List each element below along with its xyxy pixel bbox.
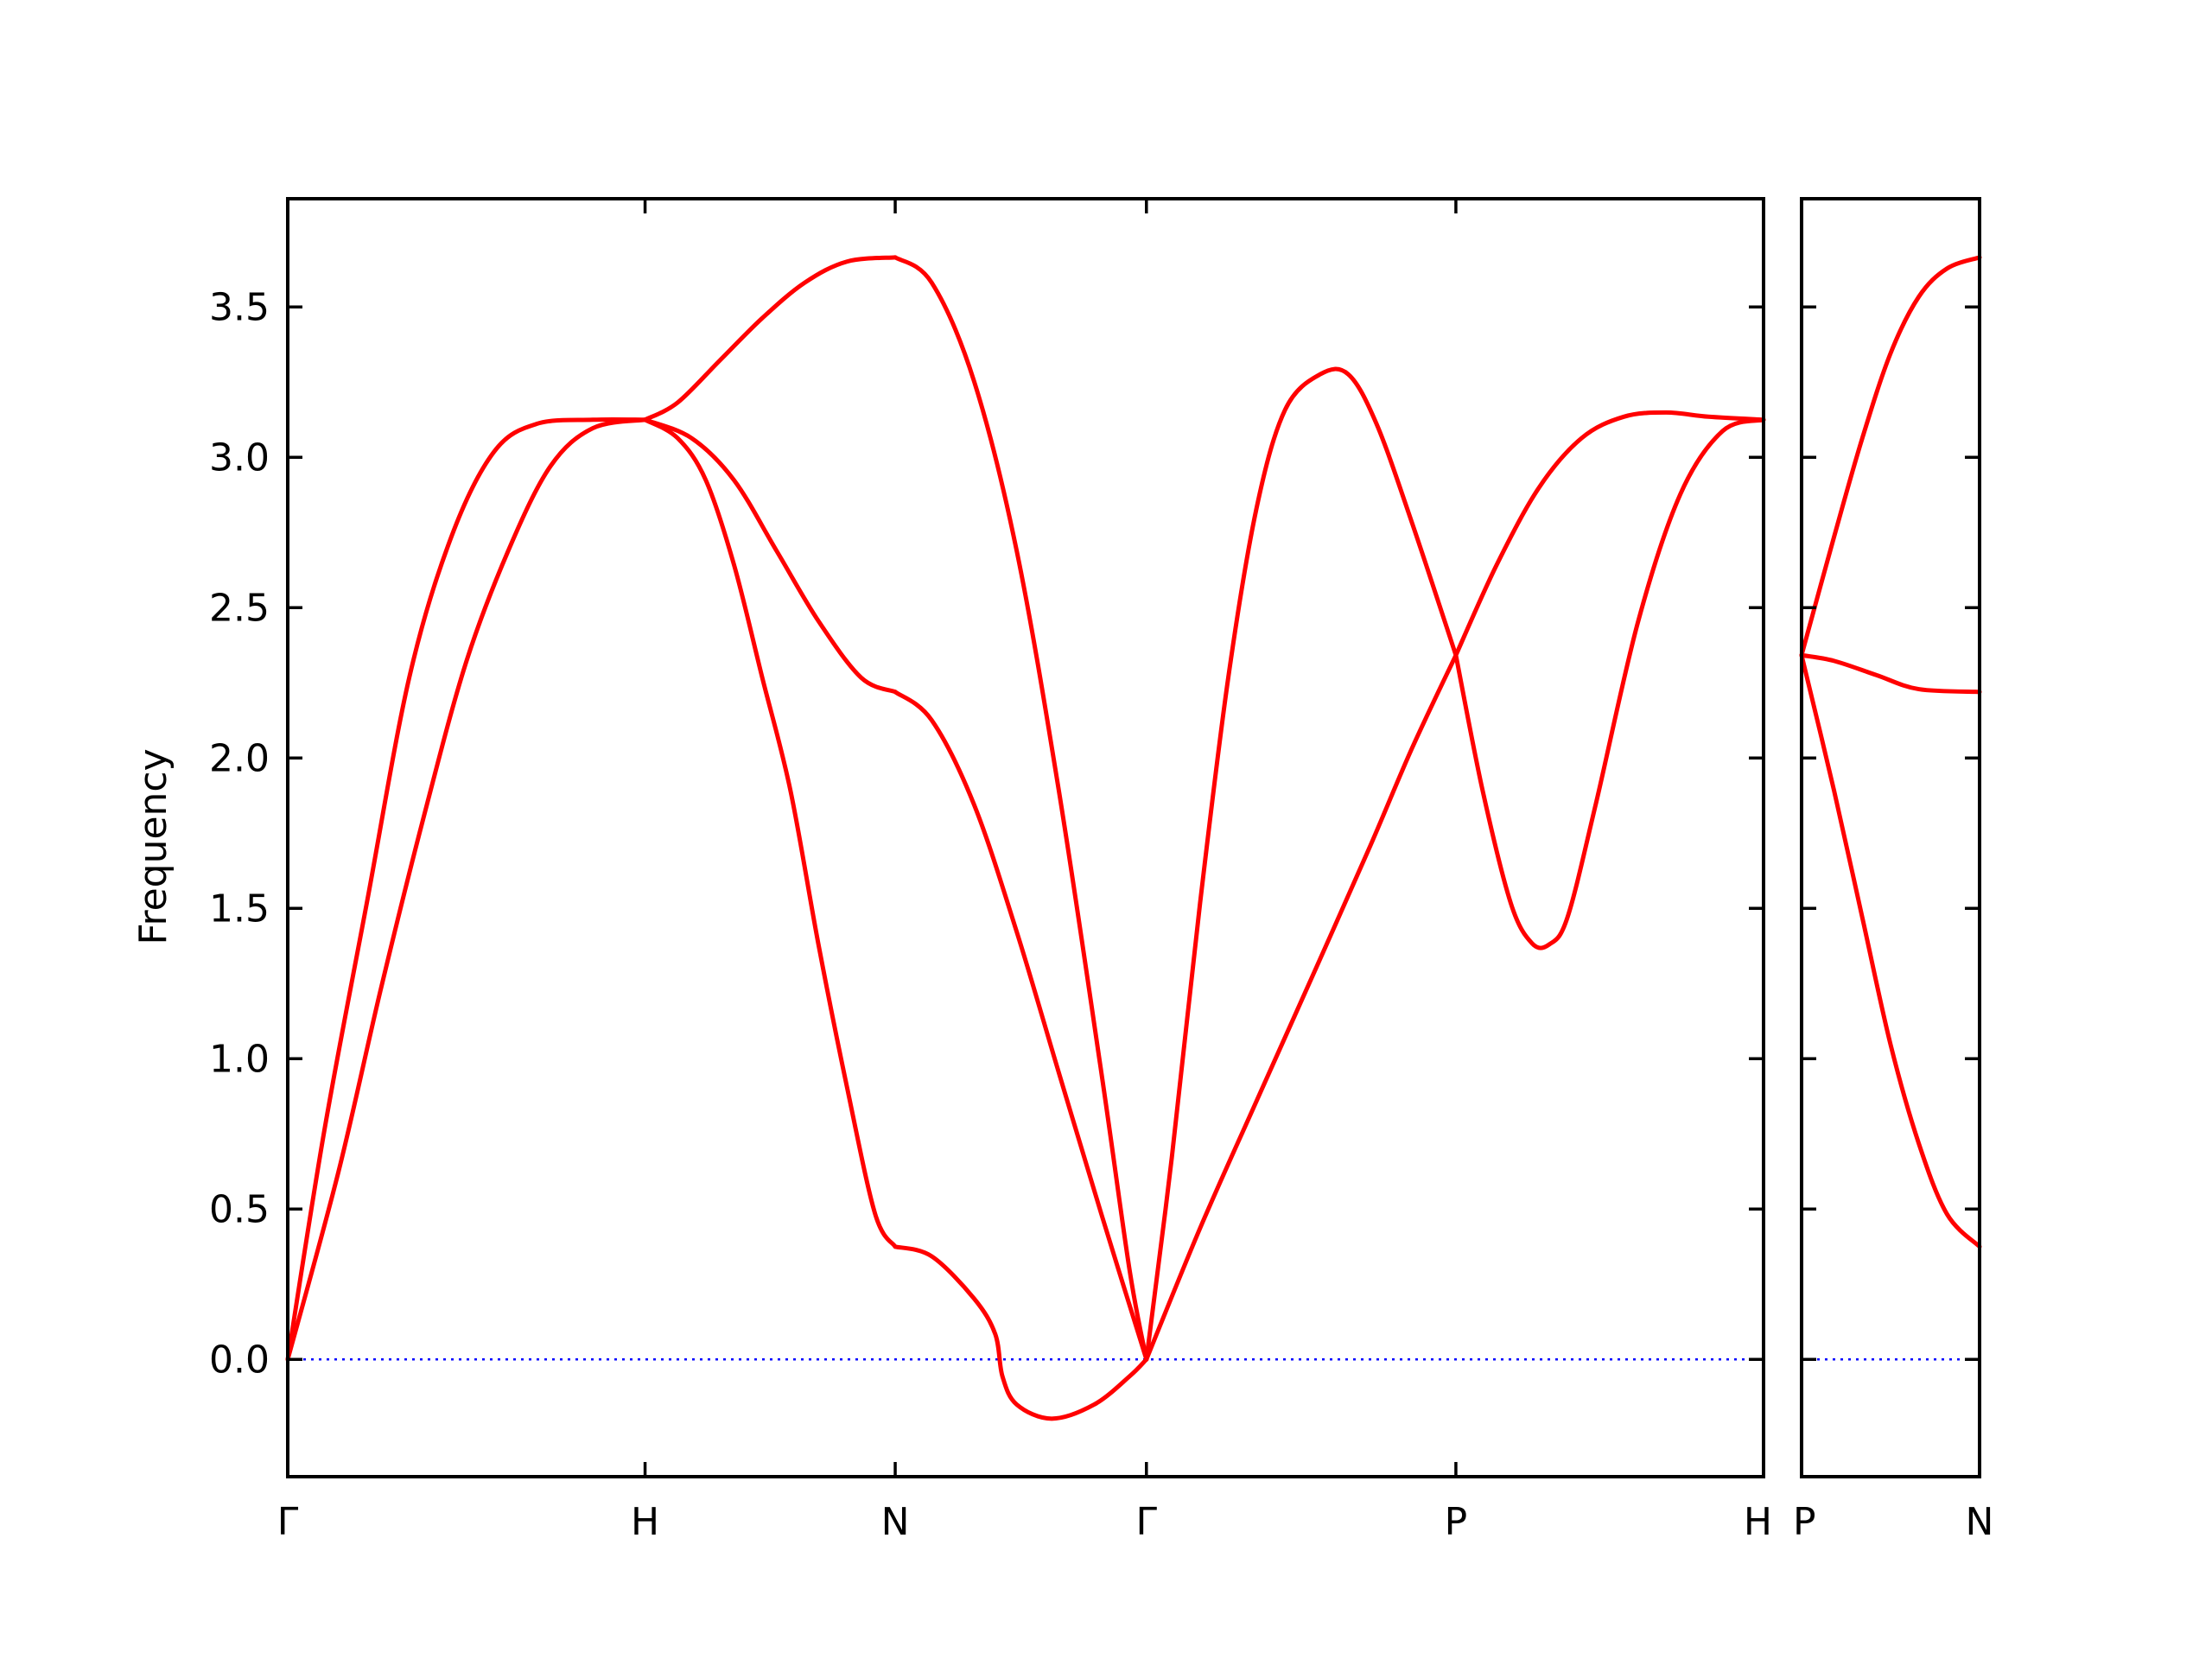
phonon-band-segment xyxy=(1799,652,1982,1249)
x-tick-label: H xyxy=(631,1500,659,1544)
phonon-band-segment xyxy=(643,417,898,695)
y-tick-label: 0.0 xyxy=(209,1338,270,1382)
phonon-band-segment xyxy=(1453,410,1766,658)
y-tick-label: 2.5 xyxy=(209,586,270,630)
x-tick-label: Γ xyxy=(277,1500,299,1544)
phonon-band-segment xyxy=(893,255,1149,1362)
phonon-band-segment xyxy=(893,1244,1149,1421)
x-tick-label: P xyxy=(1445,1500,1468,1544)
phonon-band-segment xyxy=(893,690,1149,1362)
phonon-band-segment xyxy=(285,416,648,1362)
x-tick-label: N xyxy=(881,1500,910,1544)
axes-frame xyxy=(1800,197,1981,1478)
y-tick-label: 2.0 xyxy=(209,736,270,780)
x-tick-label: P xyxy=(1793,1500,1816,1544)
phonon-band-segment xyxy=(643,255,898,423)
phonon-band-segment xyxy=(643,417,898,1249)
y-tick-label: 1.5 xyxy=(209,887,270,931)
phonon-band-segment xyxy=(1799,652,1982,695)
phonon-band-segment xyxy=(1144,366,1459,1362)
phonon-band-segment xyxy=(1453,417,1766,950)
x-tick-label: N xyxy=(1966,1500,1994,1544)
y-axis-label: Frequency xyxy=(131,748,175,944)
phonon-band-segment xyxy=(1144,652,1459,1362)
y-tick-label: 3.5 xyxy=(209,285,270,329)
x-tick-label: Γ xyxy=(1136,1500,1158,1544)
phonon-band-segment xyxy=(1799,255,1982,658)
phonon-band-segment xyxy=(285,417,648,1362)
y-tick-label: 0.5 xyxy=(209,1187,270,1231)
y-tick-label: 1.0 xyxy=(209,1037,270,1081)
axes-frame xyxy=(286,197,1765,1478)
y-tick-label: 3.0 xyxy=(209,435,270,480)
x-tick-label: H xyxy=(1744,1500,1772,1544)
